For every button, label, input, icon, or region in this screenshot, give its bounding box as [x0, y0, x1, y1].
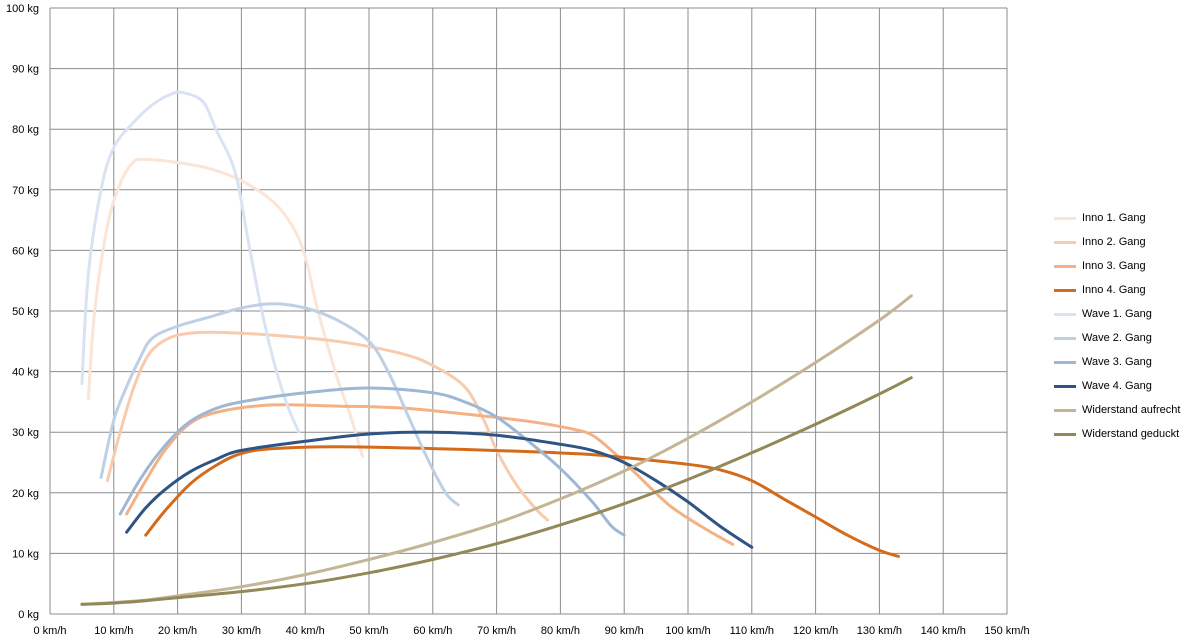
series-line-wave-4-gang	[125, 430, 754, 549]
legend-item-wave-3-gang: Wave 3. Gang	[1054, 350, 1194, 374]
legend-swatch	[1054, 408, 1076, 412]
x-tick-label: 80 km/h	[541, 625, 580, 637]
legend-item-inno-4-gang: Inno 4. Gang	[1054, 278, 1194, 302]
legend-label: Widerstand geduckt	[1082, 428, 1180, 440]
legend-item-wave-2-gang: Wave 2. Gang	[1054, 326, 1194, 350]
x-tick-label: 90 km/h	[605, 625, 644, 637]
legend-label: Wave 3. Gang	[1082, 356, 1152, 368]
legend-swatch	[1054, 216, 1076, 220]
legend-label: Wave 2. Gang	[1082, 332, 1152, 344]
series-lines	[80, 90, 913, 606]
legend-label: Inno 3. Gang	[1082, 260, 1146, 272]
y-tick-label: 10 kg	[12, 548, 39, 560]
legend-item-inno-3-gang: Inno 3. Gang	[1054, 254, 1194, 278]
legend-swatch	[1054, 360, 1076, 364]
y-tick-label: 0 kg	[18, 609, 39, 621]
x-tick-label: 140 km/h	[921, 625, 966, 637]
x-tick-label: 20 km/h	[158, 625, 197, 637]
x-tick-label: 10 km/h	[94, 625, 133, 637]
x-axis-tick-labels: 0 km/h 10 km/h 20 km/h 30 km/h 40 km/h 50 km/…	[33, 625, 1029, 637]
legend-swatch	[1054, 312, 1076, 316]
legend-item-widerstand-aufrecht: Widerstand aufrecht	[1054, 398, 1194, 422]
x-tick-label: 0 km/h	[33, 625, 66, 637]
legend-label: Wave 4. Gang	[1082, 380, 1152, 392]
series-line-inno-2-gang	[105, 330, 550, 522]
x-tick-label: 130 km/h	[857, 625, 902, 637]
legend-swatch	[1054, 240, 1076, 244]
y-tick-label: 40 kg	[12, 367, 39, 379]
series-line-inno-4-gang	[144, 445, 900, 558]
x-tick-label: 50 km/h	[349, 625, 388, 637]
series-line-wave-2-gang	[99, 302, 460, 507]
x-tick-label: 30 km/h	[222, 625, 261, 637]
x-tick-label: 60 km/h	[413, 625, 452, 637]
x-tick-label: 150 km/h	[984, 625, 1029, 637]
y-tick-label: 30 kg	[12, 427, 39, 439]
legend-label: Inno 4. Gang	[1082, 284, 1146, 296]
y-tick-label: 90 kg	[12, 64, 39, 76]
legend-label: Inno 2. Gang	[1082, 236, 1146, 248]
legend-label: Wave 1. Gang	[1082, 308, 1152, 320]
y-tick-label: 50 kg	[12, 306, 39, 318]
legend-label: Widerstand aufrecht	[1082, 404, 1181, 416]
legend: Inno 1. Gang Inno 2. Gang Inno 3. Gang Inno…	[1054, 206, 1194, 446]
series-line-wave-1-gang	[80, 90, 301, 434]
y-tick-label: 100 kg	[6, 3, 39, 15]
legend-item-inno-2-gang: Inno 2. Gang	[1054, 230, 1194, 254]
series-line-widerstand-geduckt	[80, 376, 913, 606]
legend-swatch	[1054, 336, 1076, 340]
legend-swatch	[1054, 384, 1076, 388]
x-tick-label: 40 km/h	[286, 625, 325, 637]
series-line-wave-3-gang	[118, 386, 626, 537]
series-line-inno-1-gang	[86, 157, 365, 458]
grid-lines	[49, 7, 1008, 615]
legend-item-wave-4-gang: Wave 4. Gang	[1054, 374, 1194, 398]
y-axis-tick-labels: 0 kg 10 kg 20 kg 30 kg 40 kg 50 kg 60 kg 70 kg 8…	[6, 3, 39, 621]
legend-swatch	[1054, 432, 1076, 436]
y-tick-label: 70 kg	[12, 185, 39, 197]
y-tick-label: 60 kg	[12, 245, 39, 257]
legend-swatch	[1054, 288, 1076, 292]
series-line-inno-3-gang	[125, 403, 735, 546]
legend-item-widerstand-geduckt: Widerstand geduckt	[1054, 422, 1194, 446]
y-tick-label: 80 kg	[12, 124, 39, 136]
x-tick-label: 70 km/h	[477, 625, 516, 637]
legend-label: Inno 1. Gang	[1082, 212, 1146, 224]
x-tick-label: 100 km/h	[665, 625, 710, 637]
y-tick-label: 20 kg	[12, 488, 39, 500]
legend-swatch	[1054, 264, 1076, 268]
x-tick-label: 110 km/h	[730, 625, 774, 637]
legend-item-wave-1-gang: Wave 1. Gang	[1054, 302, 1194, 326]
x-tick-label: 120 km/h	[793, 625, 838, 637]
legend-item-inno-1-gang: Inno 1. Gang	[1054, 206, 1194, 230]
